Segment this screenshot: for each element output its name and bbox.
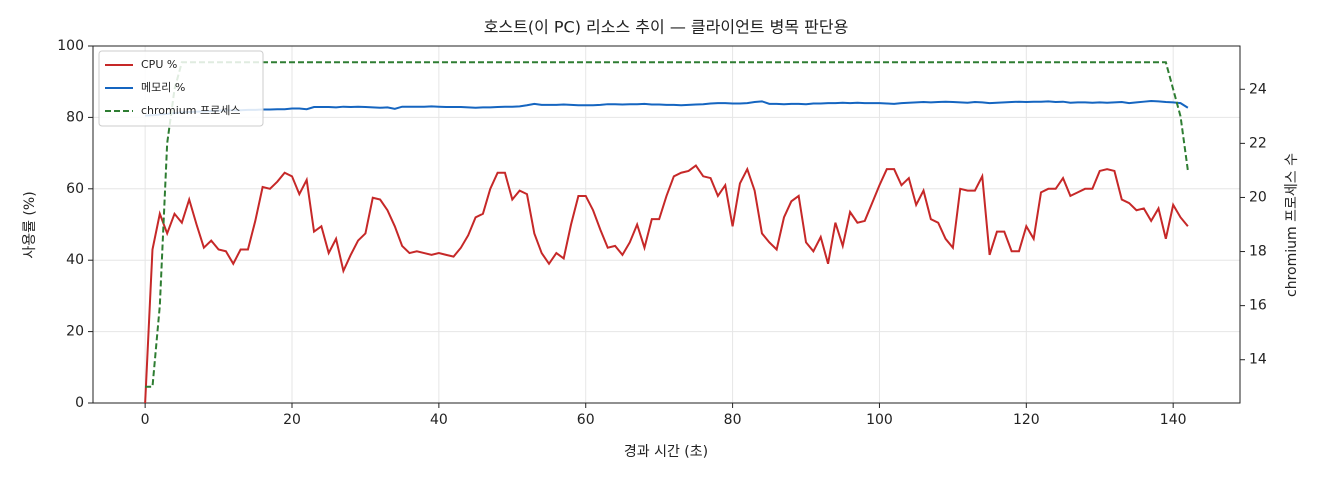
x-tick-label: 140 [1160,412,1187,428]
x-tick-label: 120 [1013,412,1040,428]
plot-frame [92,45,1241,404]
y2-axis-label: chromium 프로세스 수 [1284,153,1300,297]
y-tick-label: 0 [75,395,84,411]
x-tick-label: 60 [577,412,595,428]
legend-box [98,50,264,127]
y-tick-label: 60 [66,181,84,197]
y2-tick-label: 14 [1249,352,1267,368]
y2-tick-label: 18 [1249,244,1267,260]
y-tick-label: 100 [57,38,84,54]
x-tick-label: 80 [724,412,742,428]
legend-label: chromium 프로세스 [141,104,240,117]
y2-tick-label: 16 [1249,298,1267,314]
x-axis-label: 경과 시간 (초) [624,444,708,460]
y-tick-label: 40 [66,252,84,268]
x-tick-label: 20 [283,412,301,428]
x-tick-label: 100 [866,412,893,428]
x-tick-label: 40 [430,412,448,428]
y-tick-label: 20 [66,324,84,340]
series-line [145,61,1189,388]
series-line [144,164,1189,404]
legend-label: 메모리 % [141,81,185,94]
series-line [145,99,1189,117]
y2-tick-label: 20 [1249,189,1267,205]
chart-title: 호스트(이 PC) 리소스 추이 — 클라이언트 병목 판단용 [484,18,849,37]
y2-tick-label: 24 [1249,81,1267,97]
y-axis-label: 사용률 (%) [22,191,38,258]
x-tick-label: 0 [141,412,150,428]
y2-tick-label: 22 [1249,135,1267,151]
y-tick-label: 80 [66,109,84,125]
legend-label: CPU % [141,58,177,71]
